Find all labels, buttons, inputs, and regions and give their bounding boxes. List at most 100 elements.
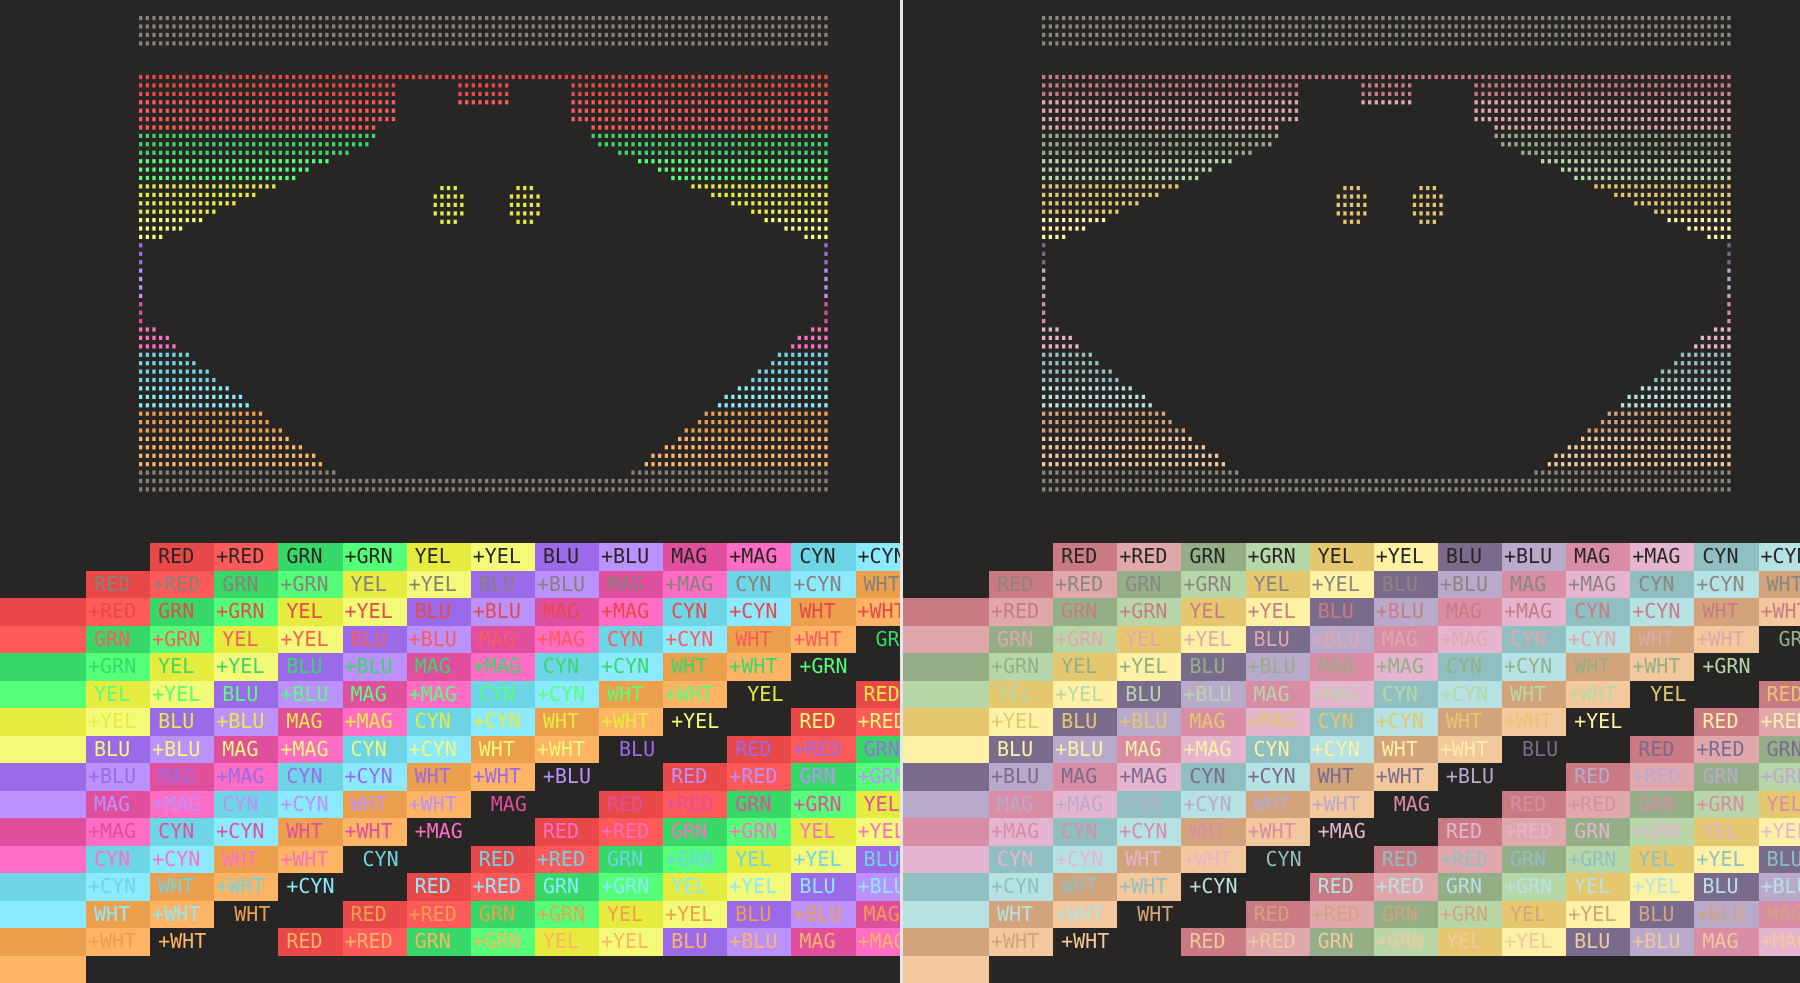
table-cell: +BLU [86,763,151,791]
bat-left-eye-icon [1336,186,1367,224]
table-cell: CYN [663,598,728,626]
table-cell: +CYN [1117,818,1182,846]
table-cell: BLU [278,653,343,681]
table-cell: MAG [406,653,471,681]
table-cell: +MAG [855,928,900,956]
table-cell: +BLU [406,625,471,653]
default-bg-cell [1181,901,1245,929]
table-cell: +CYN [599,653,664,681]
table-cell: BLU [406,598,471,626]
default-bg-cell [471,818,535,846]
table-cell: YEL [1117,625,1182,653]
default-bg-cell [989,543,1053,571]
bat-left-eye-icon [433,186,464,224]
table-cell: +WHT [278,845,343,873]
table-cell: +GRN [150,625,215,653]
table-cell: +CYN [1181,790,1246,818]
row-label: BLK [944,544,981,568]
row-label: +CYN [1189,874,1238,898]
table-cell: +YEL [278,625,343,653]
table-cell: RED [0,598,86,626]
table-cell: +MAG [663,570,728,598]
table-cell: RED [342,900,407,928]
table-cell: +GRN [1694,790,1759,818]
table-cell: GRN [1502,845,1567,873]
table-cell: BLU [903,763,989,791]
table-cell: +WHT [903,955,989,983]
table-cell: WHT [0,928,86,956]
table-cell: MAG [1758,900,1800,928]
table-cell: +WHT [1566,680,1631,708]
table-cell: GRN [214,570,279,598]
table-cell: +MAG [1502,598,1567,626]
table-cell: WHT [150,873,215,901]
table-cell: +CYN [278,790,343,818]
table-cell: +RED [1309,900,1374,928]
table-cell: YEL [727,845,792,873]
dot-matrix [139,16,828,517]
table-cell: GRN [86,625,151,653]
table-cell: +RED [1437,845,1502,873]
bat-ascii-art-right [1042,16,1731,517]
table-cell: RED [1566,763,1631,791]
table-cell: +RED [791,735,856,763]
table-cell: +GRN [86,653,151,681]
table-cell: +CYN [855,543,900,571]
table-cell: +GRN [278,570,343,598]
table-cell: +MAG [1053,790,1118,818]
table-cell: YEL [278,598,343,626]
table-cell: CYN [1630,570,1695,598]
table-cell: GRN [1117,570,1182,598]
table-cell: +GRN [1117,598,1182,626]
table-cell: +RED [1630,763,1695,791]
table-cell: GRN [1630,790,1695,818]
terminal-panel-right: BLK RED +RED GRN +GRN YEL +YEL BLU +BLU MAG +MAG CY… [903,0,1800,983]
table-cell: YEL [1245,570,1310,598]
table-cell: BLU [989,735,1054,763]
table-cell: +RED [406,900,471,928]
table-cell: BLU [150,708,215,736]
table-cell: +CYN [1053,845,1118,873]
table-cell: RED [1181,928,1246,956]
table-cell: +YEL [470,543,535,571]
table-cell: GRN [1373,900,1438,928]
table-cell: +RED [1053,570,1118,598]
table-cell: YEL [0,708,86,736]
table-cell: +BLU [0,790,86,818]
row-label: +WHT [1061,929,1110,953]
table-cell: RED [1694,708,1759,736]
pane-divider[interactable] [900,0,903,983]
table-cell: +GRN [989,653,1054,681]
table-cell: +CYN [1437,680,1502,708]
table-cell: BLU [1437,543,1502,571]
table-cell: MAG [150,763,215,791]
table-cell: +BLU [989,763,1054,791]
table-cell: MAG [791,928,856,956]
table-cell: +GRN [1630,818,1695,846]
table-cell: +CYN [1245,763,1310,791]
table-cell: +MAG [406,680,471,708]
table-cell: +CYN [214,818,279,846]
table-cell: MAG [278,708,343,736]
table-cell: +RED [599,818,664,846]
table-cell: +RED [214,543,279,571]
table-cell: CYN [1117,790,1182,818]
table-cell: +GRN [534,900,599,928]
table-cell: +BLU [1758,873,1800,901]
table-cell: +MAG [1373,653,1438,681]
table-cell: MAG [1053,763,1118,791]
table-cell: MAG [1437,598,1502,626]
table-cell: BLU [1758,845,1800,873]
table-cell: MAG [0,818,86,846]
table-cell: YEL [791,818,856,846]
table-cell: YEL [1502,900,1567,928]
table-cell: +GRN [470,928,535,956]
table-cell: CYN [1245,735,1310,763]
row-label: +BLU [542,764,591,788]
table-cell: +YEL [150,680,215,708]
table-cell: +YEL [727,873,792,901]
table-cell: RED [86,570,151,598]
table-cell: +YEL [1053,680,1118,708]
table-cell: WHT [855,570,900,598]
row-label: +GRN [1702,654,1751,678]
